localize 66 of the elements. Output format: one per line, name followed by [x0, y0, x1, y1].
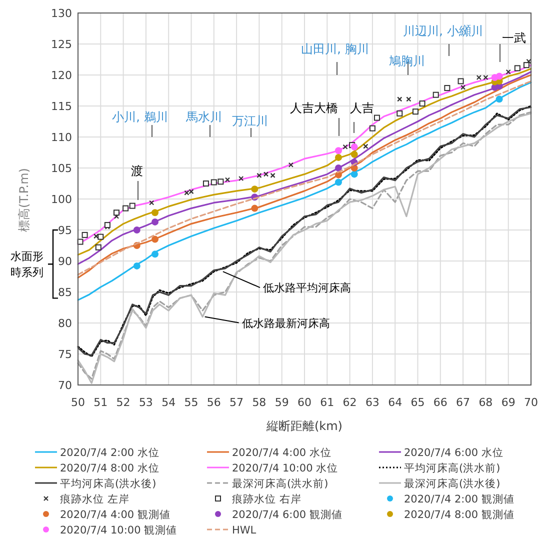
legend-label: 平均河床高(洪水後) — [60, 477, 156, 490]
x-tick-label: 59 — [274, 396, 289, 409]
x-tick-label: 62 — [342, 396, 357, 409]
y-tick-label: 80 — [58, 317, 72, 330]
y-tick-label: 125 — [51, 38, 72, 51]
y-tick-label: 95 — [58, 224, 72, 237]
legend-label: 2020/7/4 10:00 水位 — [232, 462, 338, 474]
legend-label: 2020/7/4 8:00 水位 — [60, 462, 160, 474]
x-tick-label: 69 — [501, 396, 516, 409]
x-tick-label: 60 — [298, 396, 312, 409]
y-tick-label: 75 — [58, 348, 72, 361]
annotation: 山田川, 胸川 — [301, 42, 369, 56]
annotation: 一武 — [502, 31, 526, 45]
x-tick-label: 56 — [206, 396, 221, 409]
annotation: 鳩胸川 — [389, 54, 425, 68]
y-tick-label: 100 — [51, 193, 72, 206]
text: 水面形時系列 — [10, 250, 44, 280]
x-tick-label: 68 — [478, 396, 493, 409]
x-tick-label: 52 — [116, 396, 130, 409]
annotation: 低水路最新河床高 — [242, 316, 330, 330]
annotation: 万江川 — [232, 114, 268, 128]
x-tick-label: 58 — [252, 396, 266, 409]
x-tick-label: 54 — [162, 396, 176, 409]
y-tick-label: 130 — [51, 7, 72, 20]
legend-label: 2020/7/4 6:00 観測値 — [232, 509, 342, 521]
x-tick-label: 65 — [410, 396, 425, 409]
legend-label: 2020/7/4 4:00 観測値 — [60, 509, 170, 521]
annotation: 渡 — [131, 164, 143, 178]
x-tick-label: 61 — [320, 396, 334, 409]
y-tick-label: 115 — [51, 100, 72, 113]
y-tick-label: 110 — [51, 131, 72, 144]
legend-label: 痕跡水位 左岸 — [60, 492, 130, 506]
y-tick-label: 90 — [58, 255, 72, 268]
legend-label: HWL — [232, 524, 256, 536]
annotation: 川辺川, 小纐川 — [403, 24, 483, 38]
legend-label: 最深河床高(洪水後) — [404, 477, 500, 490]
y-axis-title: 標高(T.P.m) — [17, 168, 31, 232]
annotation: 小川, 鵜川 — [112, 110, 168, 124]
annotation: 低水路平均河床高 — [262, 282, 351, 295]
x-axis-title: 縦断距離(km) — [265, 419, 343, 433]
legend-label: 平均河床高(洪水前) — [404, 462, 500, 474]
y-tick-label: 85 — [58, 286, 72, 299]
x-tick-label: 63 — [365, 396, 380, 409]
x-tick-label: 50 — [71, 396, 85, 409]
x-tick-label: 70 — [524, 396, 538, 409]
legend-label: 痕跡水位 右岸 — [232, 492, 302, 506]
legend-label: 2020/7/4 4:00 水位 — [232, 446, 332, 459]
legend-label: 2020/7/4 10:00 観測値 — [60, 524, 178, 536]
x-tick-label: 64 — [388, 396, 402, 409]
x-tick-label: 51 — [94, 396, 108, 409]
x-tick-label: 55 — [184, 396, 198, 409]
y-tick-label: 70 — [58, 379, 72, 392]
y-tick-label: 120 — [51, 69, 72, 82]
x-tick-label: 53 — [138, 396, 153, 409]
legend-label: 2020/7/4 6:00 水位 — [404, 446, 504, 459]
legend-label: 最深河床高(洪水前) — [232, 477, 328, 490]
annotation: 人吉大橋 — [290, 101, 338, 115]
y-tick-label: 105 — [51, 162, 72, 175]
annotation: 人吉 — [350, 101, 374, 115]
annotation: 馬水川 — [185, 110, 222, 124]
legend-label: 2020/7/4 2:00 観測値 — [404, 494, 514, 506]
legend-label: 2020/7/4 8:00 観測値 — [404, 509, 514, 521]
x-tick-label: 66 — [433, 396, 448, 409]
x-tick-label: 57 — [230, 396, 244, 409]
legend-label: 2020/7/4 2:00 水位 — [60, 446, 160, 459]
x-tick-label: 67 — [456, 396, 470, 409]
